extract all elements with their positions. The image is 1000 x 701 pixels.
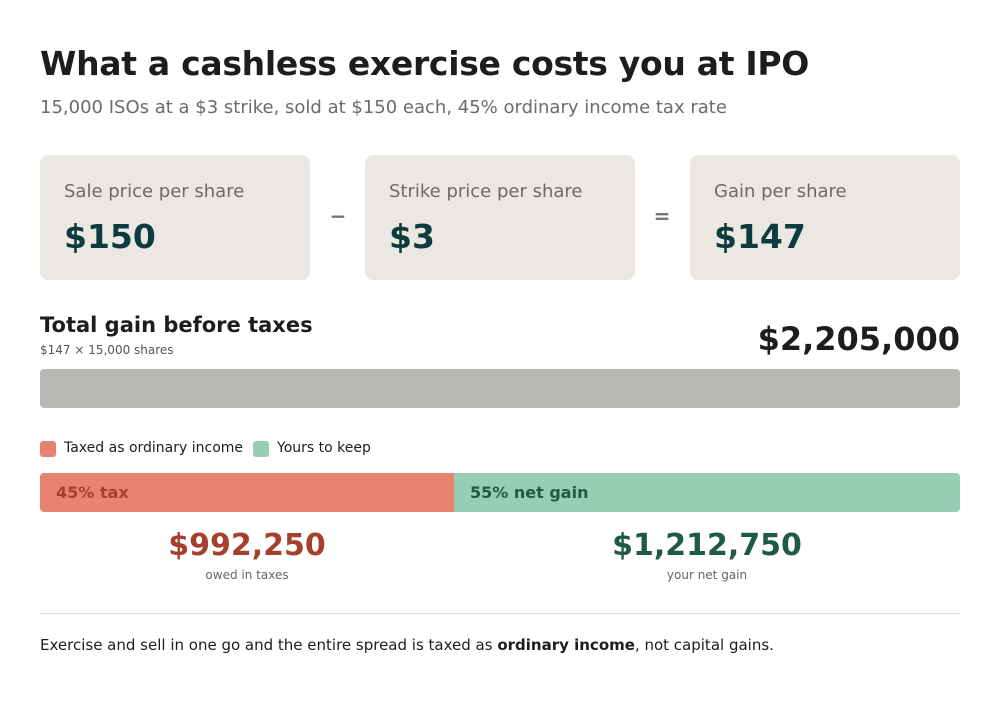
card: Sale price per share $150 bbox=[40, 155, 310, 280]
footer-bold: ordinary income bbox=[497, 636, 635, 654]
segment-amount: $992,250 bbox=[168, 528, 326, 563]
legend-text: Yours to keep bbox=[277, 440, 371, 456]
bar-segment bbox=[454, 473, 960, 512]
footer: Exercise and sell in one go and the enti… bbox=[40, 636, 774, 654]
card-value: $150 bbox=[64, 217, 156, 256]
operator: = bbox=[653, 204, 671, 228]
card: Gain per share $147 bbox=[690, 155, 960, 280]
operator: − bbox=[329, 204, 347, 228]
footer-text: Exercise and sell in one go and the enti… bbox=[40, 636, 498, 654]
total-title: Total gain before taxes bbox=[40, 313, 313, 337]
divider bbox=[40, 613, 960, 614]
segment-caption: owed in taxes bbox=[205, 568, 289, 582]
footer-text: , not capital gains. bbox=[634, 636, 774, 654]
segment-label: 55% net gain bbox=[470, 483, 589, 502]
card: Strike price per share $3 bbox=[365, 155, 635, 280]
segment-label: 45% tax bbox=[56, 483, 129, 502]
legend-swatch bbox=[40, 441, 56, 457]
card-label: Strike price per share bbox=[389, 181, 583, 202]
legend-text: Taxed as ordinary income bbox=[64, 440, 244, 456]
title: What a cashless exercise costs you at IP… bbox=[40, 44, 810, 83]
segment-caption: your net gain bbox=[666, 568, 748, 582]
bar-segment bbox=[40, 473, 454, 512]
subtitle: 15,000 ISOs at a $3 strike, sold at $150… bbox=[40, 97, 727, 118]
card-label: Gain per share bbox=[714, 181, 847, 202]
total-formula: $147 × 15,000 shares bbox=[40, 343, 174, 357]
segment-amount: $1,212,750 bbox=[612, 528, 802, 563]
total-amount: $2,205,000 bbox=[757, 320, 960, 358]
card-label: Sale price per share bbox=[64, 181, 245, 202]
total-bar bbox=[40, 369, 960, 408]
legend-swatch bbox=[253, 441, 269, 457]
card-value: $3 bbox=[389, 217, 435, 256]
card-value: $147 bbox=[714, 217, 806, 256]
